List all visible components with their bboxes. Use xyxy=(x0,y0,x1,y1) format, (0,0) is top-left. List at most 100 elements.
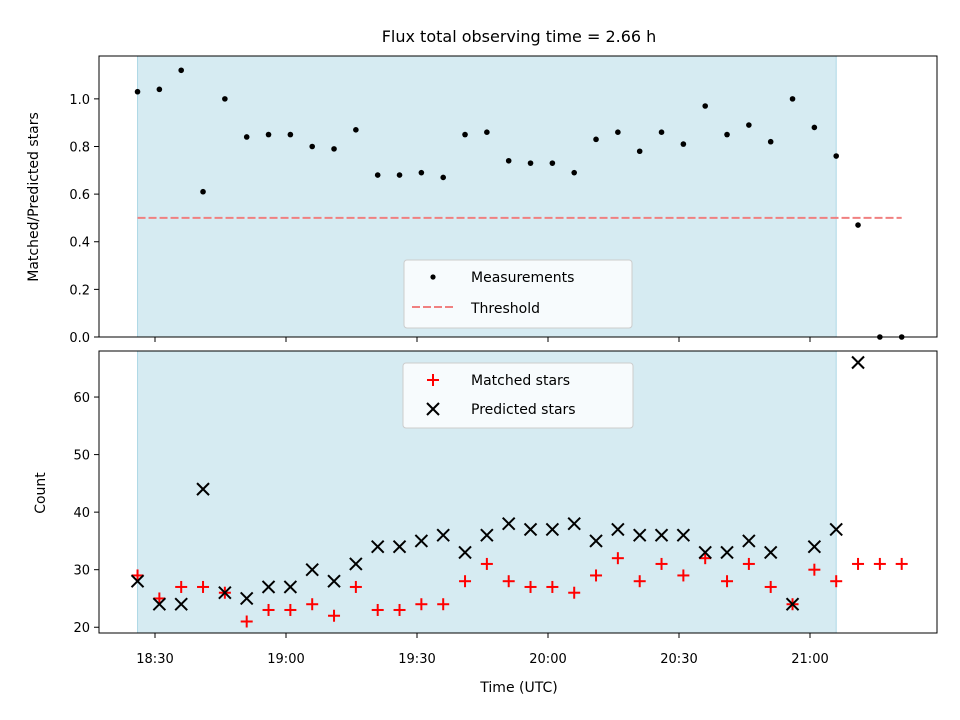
x-tick-label: 21:00 xyxy=(791,652,828,667)
x-tick-label: 20:00 xyxy=(529,652,566,667)
legend-marker-predicted-stars xyxy=(426,402,440,416)
matched-stars-point xyxy=(437,598,450,611)
predicted-stars-point xyxy=(174,597,188,611)
count-plot-frame xyxy=(98,350,938,634)
matched-stars-point xyxy=(371,603,384,616)
predicted-stars-point xyxy=(349,557,363,571)
measurements-point xyxy=(680,141,687,147)
measurements-point xyxy=(527,160,534,166)
matched-stars-point xyxy=(611,552,624,565)
count-y-tick-label: 60 xyxy=(73,391,90,406)
x-axis-label: Time (UTC) xyxy=(479,680,557,696)
predicted-stars-point xyxy=(218,586,232,600)
matched-stars-point xyxy=(633,575,646,588)
matched-stars-point xyxy=(480,557,493,570)
predicted-stars-point xyxy=(480,528,494,542)
measurements-point xyxy=(484,129,490,136)
matched-stars-point xyxy=(524,580,537,593)
measurements-point xyxy=(309,143,316,150)
matched-stars-point xyxy=(197,580,210,593)
measurements-point xyxy=(287,131,294,138)
ratio-panel: 0.0 0.2 0.4 0.6 0.8 1.0 Measurements Threshol… xyxy=(26,55,938,346)
measurements-point xyxy=(636,148,643,155)
predicted-stars-point xyxy=(763,545,778,560)
measurements-point xyxy=(811,124,818,131)
matched-stars-point xyxy=(852,557,865,570)
measurements-point xyxy=(767,138,774,145)
measurements-point xyxy=(658,129,665,136)
measurements-point xyxy=(593,136,599,143)
predicted-stars-point xyxy=(698,545,712,560)
ratio-y-tick-label: 0.0 xyxy=(69,331,90,346)
measurements-point xyxy=(505,157,512,164)
predicted-stars-point xyxy=(829,522,843,537)
predicted-stars-point xyxy=(611,522,625,537)
ratio-legend: Measurements Threshold xyxy=(403,259,633,329)
x-tick-label: 20:30 xyxy=(660,652,697,667)
matched-stars-point xyxy=(568,586,581,599)
measurements-point xyxy=(855,222,861,228)
count-y-tick-label: 40 xyxy=(73,506,90,521)
ratio-plot-frame xyxy=(98,55,938,338)
measurements-point xyxy=(353,127,359,133)
legend-label-threshold: Threshold xyxy=(470,301,540,317)
legend-marker-matched-stars xyxy=(427,374,439,386)
measurements-point xyxy=(549,160,556,166)
measurements-point xyxy=(462,131,468,138)
matched-stars-point xyxy=(590,569,603,582)
matched-stars-point xyxy=(502,575,515,588)
matched-stars-point xyxy=(153,592,166,605)
measurements-point xyxy=(134,88,141,95)
count-legend: Matched stars Predicted stars xyxy=(402,362,634,429)
matched-stars-point xyxy=(546,580,559,593)
measurements-point xyxy=(178,67,184,74)
measurements-point xyxy=(571,169,577,176)
predicted-stars-point xyxy=(742,534,756,548)
predicted-stars-point xyxy=(851,355,865,370)
measurements-point xyxy=(374,172,381,178)
matched-stars-point xyxy=(655,557,668,570)
predicted-stars-point xyxy=(632,528,647,542)
predicted-stars-point xyxy=(807,539,822,554)
legend-label-matched-stars: Matched stars xyxy=(471,373,570,389)
predicted-stars-point xyxy=(196,482,210,496)
predicted-stars-point xyxy=(501,516,516,531)
matched-stars-point xyxy=(808,563,821,576)
predicted-stars-point xyxy=(654,528,669,542)
predicted-stars-point xyxy=(589,534,603,548)
matched-stars-point xyxy=(131,569,144,582)
predicted-stars-point xyxy=(327,574,341,588)
measurements-point xyxy=(724,131,730,138)
predicted-stars-point xyxy=(305,562,319,577)
legend-label-predicted-stars: Predicted stars xyxy=(471,402,576,418)
matched-stars-point xyxy=(306,598,319,611)
measurements-point xyxy=(396,172,403,178)
count-y-tick-label: 20 xyxy=(73,621,90,636)
predicted-stars-point xyxy=(392,539,407,554)
measurements-point xyxy=(702,103,708,109)
ratio-y-axis-label: Matched/Predicted stars xyxy=(26,112,42,282)
count-legend-box xyxy=(402,362,634,429)
matched-stars-point xyxy=(699,552,712,565)
matched-stars-point xyxy=(895,557,908,570)
legend-marker-measurements xyxy=(430,274,436,280)
predicted-stars-point xyxy=(458,545,472,560)
predicted-stars-point xyxy=(720,545,734,560)
matched-stars-point xyxy=(349,580,362,593)
chart-title: Flux total observing time = 2.66 h xyxy=(382,27,657,46)
x-tick-label: 19:00 xyxy=(267,652,304,667)
ratio-legend-box xyxy=(403,259,633,329)
measurements-point xyxy=(265,131,272,138)
predicted-stars-point xyxy=(785,597,800,611)
matched-stars-point xyxy=(459,575,472,588)
predicted-stars-point xyxy=(676,528,691,542)
count-panel: 20 30 40 50 60 Matched stars Predicted stars… xyxy=(33,350,938,638)
measurements-point xyxy=(789,96,796,102)
matched-stars-point xyxy=(721,575,734,588)
measurements-point xyxy=(331,146,337,152)
matched-stars-point xyxy=(873,557,886,570)
predicted-stars-point xyxy=(261,580,276,594)
measurements-point xyxy=(418,169,425,176)
matched-stars-point xyxy=(677,569,690,582)
